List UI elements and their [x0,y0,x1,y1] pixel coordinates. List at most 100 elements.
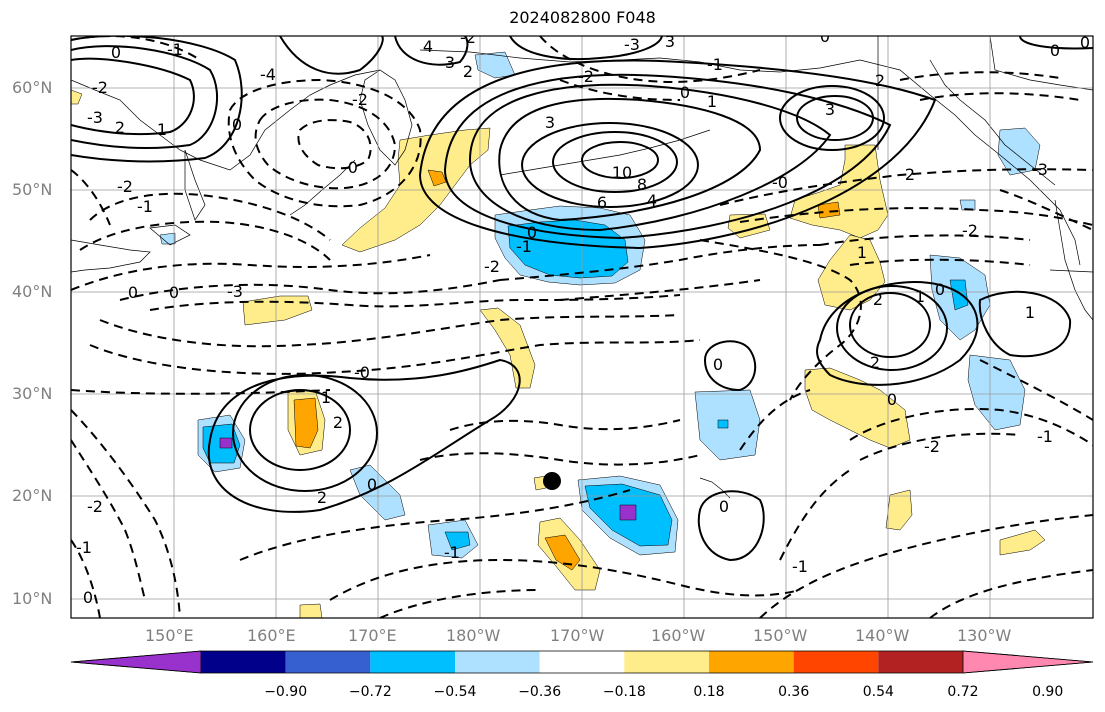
contour-label: -4 [260,65,276,84]
contour-label: 6 [597,193,607,212]
kamchatka-coast [359,69,413,166]
contour-label: -3 [624,35,640,54]
colorbar-swatch [285,651,371,673]
colorbar-tick-label: −0.36 [518,684,562,700]
sakhalin [184,149,206,221]
colorbar-tick-label: −0.90 [264,684,308,700]
fill-yellow-125w-15n [999,529,1046,556]
lon-label-150e: 150°E [145,626,194,645]
colorbar-swatch [370,651,455,673]
contour-label: 8 [637,175,647,194]
dash-far-e-2 [979,359,1093,421]
fill-blue-135w-40n [949,279,969,311]
lon-label-140w: 140°W [855,626,910,645]
dash-south-c [379,589,541,618]
dash-w-ring-1 [89,192,331,241]
dash-gulf-wrap [699,239,862,401]
dash-nw-high-3 [297,119,372,170]
contour-label: -0 [342,158,358,177]
dash-west-b [71,439,146,601]
colorbar-tick-label: −0.54 [433,684,477,700]
dash-north-b [559,79,681,101]
central-low-ring-6 [521,122,699,208]
contour-label: 4 [423,37,433,56]
lon-label-160w: 160°W [651,626,706,645]
contour-label: 4 [647,191,657,210]
contour-label: -0 [354,363,370,382]
nw-low-ring [71,57,195,136]
fill-lightblue-small1 [959,199,976,211]
colorbar-tick-label: 0.36 [778,684,810,700]
nw-low-ring-4 [279,36,384,75]
dash-south-e [929,569,1093,618]
dash-north-a [539,36,761,83]
north-coast-arc [419,49,1081,266]
gulf-ring-2 [779,85,885,151]
dash-se-b [859,432,1021,461]
dash-se-a [849,408,1093,446]
contour-label: 2 [317,488,327,507]
fill-purple-160w-20n [619,504,637,521]
contour-label: -1 [137,197,153,216]
central-low-ring-1 [418,59,937,250]
contour-label: 0 [128,283,138,302]
dash-central-s2 [419,452,701,466]
central-low-ring-10 [581,141,659,179]
map-frame [70,35,1094,619]
hawaii-ring [697,490,765,562]
colorbar-outline [70,650,1094,674]
contour-label: -2 [117,177,133,196]
fill-lightblue-aleut [474,51,516,79]
contour-label: 2 [115,118,125,137]
colorbar-extend-right [962,650,1094,674]
colorbar-swatch [878,651,963,673]
contour-label: 0 [367,475,377,494]
colorbar-extend-left [70,650,202,674]
lat-label-30n: 30°N [12,384,53,403]
coastlines [71,36,1093,499]
contour-label: 3 [665,32,675,51]
e-high-ring-1 [816,281,979,386]
dash-w-mid-2 [89,339,701,375]
contour-label: 0 [1050,41,1060,60]
dash-nw-high-2 [254,98,397,190]
fill-blue-155w-27n [717,419,729,429]
fill-lightblue-small2 [159,232,176,245]
lon-label-180w: 180°W [446,626,501,645]
contour-label: -2 [924,437,940,456]
dash-central-s [449,419,681,431]
central-low-ring-3 [468,83,832,232]
lat-label-20n: 20°N [12,486,53,505]
contour-label: -0 [772,173,788,192]
fill-yellow-dot [533,475,547,491]
hawaii-islands [699,477,731,499]
contour-label: 2 [875,71,885,90]
contour-label: 0 [232,115,242,134]
japan-honshu [71,239,151,273]
ne-ring [1019,36,1093,50]
colorbar-tick-label: 0.90 [1032,684,1064,700]
dash-w42n [119,279,501,301]
contour-label: 0 [719,497,729,516]
fill-purple-w25n [219,437,233,449]
contour-label: 0 [111,43,121,62]
lat-label-10n: 10°N [12,589,53,608]
gulf-ring-3 [796,95,874,141]
contour-label: 1 [157,120,167,139]
contour-label: -2 [484,257,500,276]
contour-label: 0 [713,355,723,374]
station-marker [543,472,561,490]
contour-label: 2 [463,62,473,81]
contour-label: -3 [1032,160,1048,179]
dash-gulf-b [739,207,1093,226]
e-high-ring-2 [836,285,948,371]
contour-label: -3 [87,108,103,127]
contour-label: 1 [321,388,331,407]
fill-yellow-w40n [242,295,313,326]
lat-label-40n: 40°N [12,282,53,301]
colorbar [70,650,1094,674]
map-title: 2024082800 F048 [509,8,656,27]
colorbar-swatch [455,651,540,673]
contour-label: 1 [707,92,717,111]
